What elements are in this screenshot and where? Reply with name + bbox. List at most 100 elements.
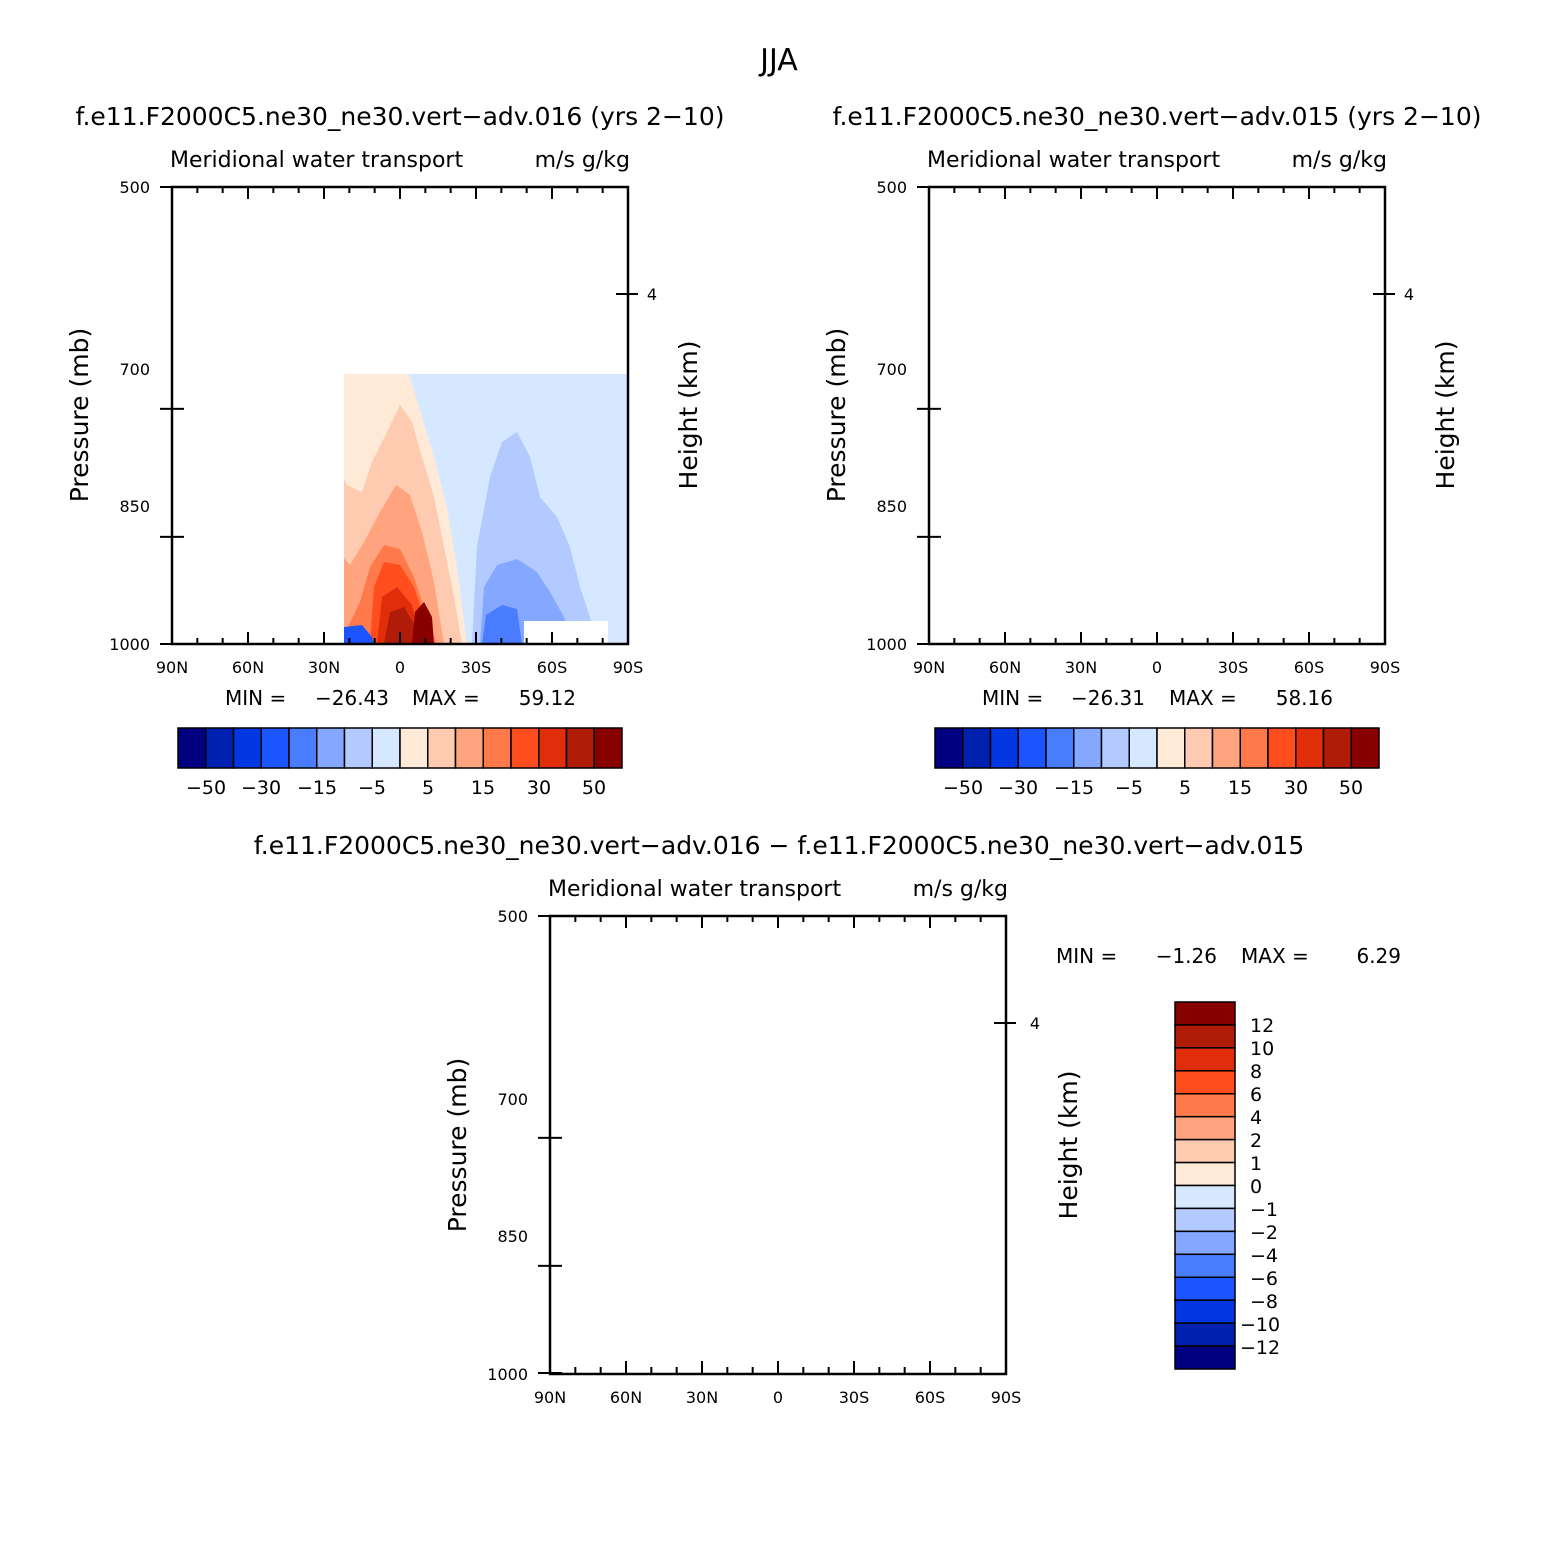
- case2-colorbar-swatch-10: [1211, 727, 1241, 769]
- case1-colorbar-label-1: −30: [241, 777, 281, 799]
- case2-colorbar-label-6: 30: [1284, 777, 1308, 799]
- case1-colorbar-swatch-5: [316, 727, 346, 769]
- diff-ylabel: Pressure (mb): [443, 1058, 472, 1232]
- case2-x-tick-label-6: 90S: [1370, 658, 1401, 677]
- case2-colorbar-swatch-5: [1073, 727, 1103, 769]
- diff-band-pos-1: [590, 1321, 646, 1374]
- case2-colorbar-swatch-15: [1350, 727, 1380, 769]
- case1-axes: 90N 60N 30N 0 30S 60S 90S 500 700 850 10…: [109, 178, 657, 677]
- case1-colorbar-swatch-6: [343, 727, 373, 769]
- diff-colorbar-label-8: −1: [1250, 1199, 1278, 1221]
- page-title: JJA: [758, 43, 798, 78]
- diff-ylabel-right: Height (km): [1054, 1071, 1083, 1220]
- diff-colorbar-label-5: 2: [1250, 1130, 1262, 1152]
- case1-contour-field: [344, 374, 628, 644]
- diff-band-neg-bottom: [702, 1336, 720, 1374]
- case2-subtitle-right: m/s g/kg: [1292, 148, 1387, 173]
- case2-y-tick-label-0: 500: [876, 178, 907, 197]
- diff-colorbar-swatch-14: [1174, 1322, 1236, 1347]
- case2-subtitle-left: Meridional water transport: [927, 148, 1220, 173]
- case2-ylabel-right: Height (km): [1431, 341, 1460, 490]
- diff-colorbar-swatch-5: [1174, 1115, 1236, 1141]
- case2-band-pos-0: [929, 187, 1224, 644]
- diff-colorbar-swatch-1: [1174, 1024, 1236, 1049]
- diff-x-ticks: [549, 916, 1007, 1373]
- case1-x-tick-label-6: 90S: [613, 658, 644, 677]
- case2-colorbar-label-4: 5: [1179, 777, 1191, 799]
- case2-contour-field: [929, 187, 1385, 644]
- case1-min-value: −26.43: [315, 686, 389, 710]
- diff-band-neg-bottom-2: [754, 1346, 764, 1374]
- diff-colorbar-swatch-13: [1174, 1299, 1236, 1324]
- diff-missing-data: [902, 1351, 986, 1374]
- case1-subtitle-right: m/s g/kg: [535, 148, 630, 173]
- diff-band-neg-strip-4: [676, 916, 720, 1374]
- diff-colorbar: [1174, 1001, 1236, 1370]
- case1-x-tick-label-1: 60N: [232, 658, 264, 677]
- diff-axes: 90N 60N 30N 0 30S 60S 90S 500 700 850 10…: [487, 907, 1040, 1407]
- diff-colorbar-label-11: −6: [1250, 1268, 1278, 1290]
- case1-x-tick-label-5: 60S: [537, 658, 568, 677]
- case1-max-value: 59.12: [519, 686, 576, 710]
- diff-band-neg-strip-1: [550, 916, 572, 1374]
- case1-x-ticks: [171, 187, 629, 644]
- case2-colorbar-swatch-0: [934, 727, 964, 769]
- case1-y-tick-label-2: 850: [119, 497, 150, 516]
- case2-colorbar-label-2: −15: [1054, 777, 1094, 799]
- case2-right-tick-label: 4: [1404, 285, 1414, 304]
- diff-colorbar-swatch-3: [1174, 1070, 1236, 1095]
- diff-colorbar-swatch-12: [1174, 1276, 1236, 1301]
- case2-band-pos-50: [1169, 602, 1191, 644]
- case1-colorbar-label-3: −5: [358, 777, 386, 799]
- case1-band-neg-15-south: [482, 605, 522, 644]
- case2-missing-data: [1281, 621, 1365, 644]
- diff-colorbar-swatch-7: [1174, 1161, 1236, 1187]
- case2-colorbar-label-0: −50: [943, 777, 983, 799]
- case1-subtitle-left: Meridional water transport: [170, 148, 463, 173]
- case1-y-tick-label-1: 700: [119, 360, 150, 379]
- diff-y-tick-label-3: 1000: [487, 1365, 528, 1384]
- case1-band-neg-min: [344, 625, 374, 644]
- diff-colorbar-label-14: −12: [1240, 1337, 1280, 1359]
- case2-colorbar-swatch-3: [1017, 727, 1047, 769]
- case1-x-tick-label-4: 30S: [461, 658, 492, 677]
- case1-y-tick-label-0: 500: [119, 178, 150, 197]
- case1-colorbar-label-4: 5: [422, 777, 434, 799]
- case2-max-value: 58.16: [1276, 686, 1333, 710]
- case1-colorbar-label-6: 30: [527, 777, 551, 799]
- diff-colorbar-swatch-0: [1174, 1001, 1236, 1026]
- case2-ylabel: Pressure (mb): [822, 328, 851, 502]
- diff-y-tick-label-1: 700: [497, 1090, 528, 1109]
- diff-colorbar-label-7: 0: [1250, 1176, 1262, 1198]
- case2-colorbar-swatch-12: [1267, 727, 1297, 769]
- case2-min-label: MIN =: [982, 686, 1043, 710]
- case1-colorbar-label-7: 50: [582, 777, 606, 799]
- case1-colorbar-label-5: 15: [471, 777, 495, 799]
- case2-axes: 90N 60N 30N 0 30S 60S 90S 500 700 850 10…: [866, 178, 1414, 677]
- case2-min-value: −26.31: [1071, 686, 1145, 710]
- diff-contour-field: [550, 916, 1006, 1374]
- case2-max-label: MAX =: [1169, 686, 1237, 710]
- case1-colorbar: [177, 727, 623, 769]
- case2-colorbar-swatch-4: [1045, 727, 1075, 769]
- diff-colorbar-swatch-6: [1174, 1138, 1236, 1164]
- case2-x-tick-label-2: 30N: [1065, 658, 1097, 677]
- case2-colorbar: [934, 727, 1380, 769]
- panel-case2: f.e11.F2000C5.ne30_ne30.vert−adv.015 (yr…: [822, 102, 1481, 799]
- case2-y-tick-label-2: 850: [876, 497, 907, 516]
- case1-x-tick-label-3: 0: [395, 658, 405, 677]
- case1-colorbar-swatch-7: [371, 727, 401, 769]
- case1-band-pos-40: [384, 607, 420, 644]
- case2-colorbar-swatch-2: [989, 727, 1019, 769]
- case1-band-pos-50: [412, 602, 434, 644]
- diff-colorbar-label-12: −8: [1250, 1291, 1278, 1313]
- case2-plot-frame: [927, 185, 1387, 646]
- case2-colorbar-swatch-7: [1128, 727, 1158, 769]
- diff-y-tick-label-2: 850: [497, 1227, 528, 1246]
- case2-band-pos-10: [1029, 485, 1201, 644]
- diff-title: f.e11.F2000C5.ne30_ne30.vert−adv.016 − f…: [254, 831, 1304, 860]
- panel-difference: f.e11.F2000C5.ne30_ne30.vert−adv.016 − f…: [254, 831, 1401, 1407]
- diff-x-tick-label-2: 30N: [686, 1388, 718, 1407]
- diff-min-label: MIN =: [1056, 944, 1117, 968]
- diff-y-tick-label-0: 500: [497, 907, 528, 926]
